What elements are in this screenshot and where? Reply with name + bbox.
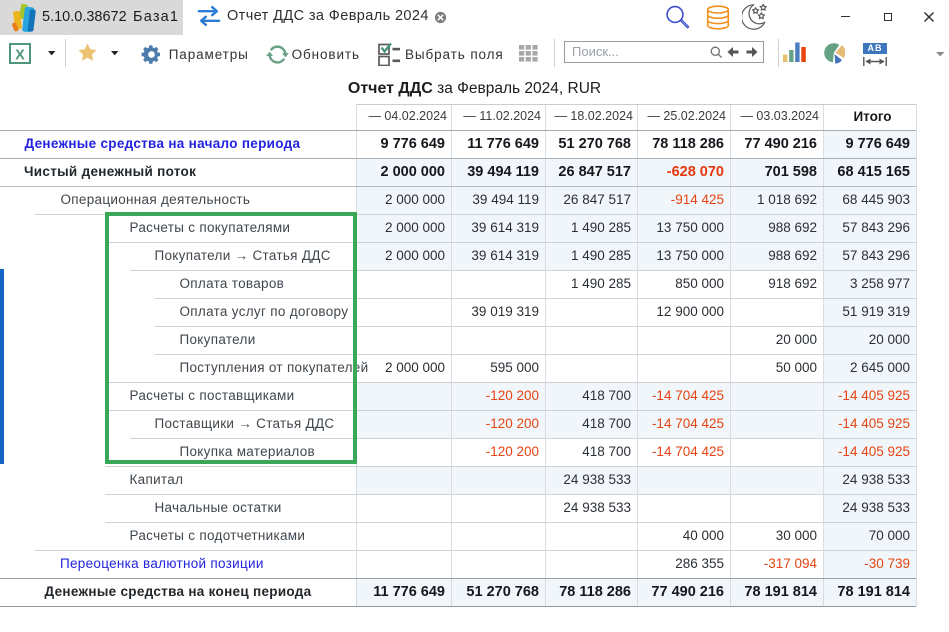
svg-text:X: X: [15, 47, 25, 63]
